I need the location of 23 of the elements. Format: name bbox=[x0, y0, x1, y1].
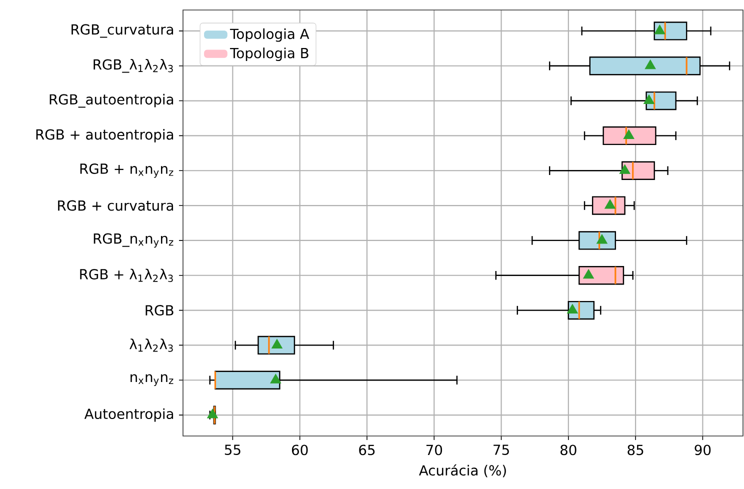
x-tick-label: 65 bbox=[359, 444, 375, 456]
y-tick-label: n$_{x}$n$_{y}$n$_{z}$ bbox=[130, 374, 174, 386]
y-tick-label: RGB + curvatura bbox=[58, 200, 174, 211]
y-tick-label: λ$_{1}$λ$_{2}$λ$_{3}$ bbox=[130, 338, 173, 352]
legend-label: Topologia A bbox=[230, 28, 310, 42]
y-tick-label: RGB_autoentropia bbox=[50, 94, 174, 108]
x-tick-label: 60 bbox=[292, 444, 308, 456]
y-tick-label: RGB_n$_{x}$n$_{y}$n$_{z}$ bbox=[94, 233, 174, 248]
y-tick-label: RGB + λ$_{1}$λ$_{2}$λ$_{3}$ bbox=[80, 268, 173, 282]
x-tick-label: 75 bbox=[494, 444, 509, 455]
y-tick-label: RGB + n$_{x}$n$_{y}$n$_{z}$ bbox=[80, 163, 174, 178]
y-tick-label: Autoentropia bbox=[84, 408, 174, 422]
x-tick-label: 55 bbox=[224, 444, 240, 455]
x-tick-label: 70 bbox=[426, 444, 442, 456]
y-tick-label: RGB + autoentropia bbox=[36, 128, 174, 142]
y-tick-label: RGB_curvatura bbox=[72, 24, 174, 38]
x-axis-title: Acurácia (%) bbox=[418, 464, 506, 478]
x-tick-label: 80 bbox=[560, 444, 576, 456]
legend-label: Topologia B bbox=[230, 48, 308, 62]
x-tick-label: 90 bbox=[694, 444, 711, 456]
y-tick-label: RGB bbox=[146, 305, 174, 316]
x-tick-label: 85 bbox=[628, 444, 644, 456]
y-tick-label: RGB_λ$_{1}$λ$_{2}$λ$_{3}$ bbox=[94, 58, 173, 73]
